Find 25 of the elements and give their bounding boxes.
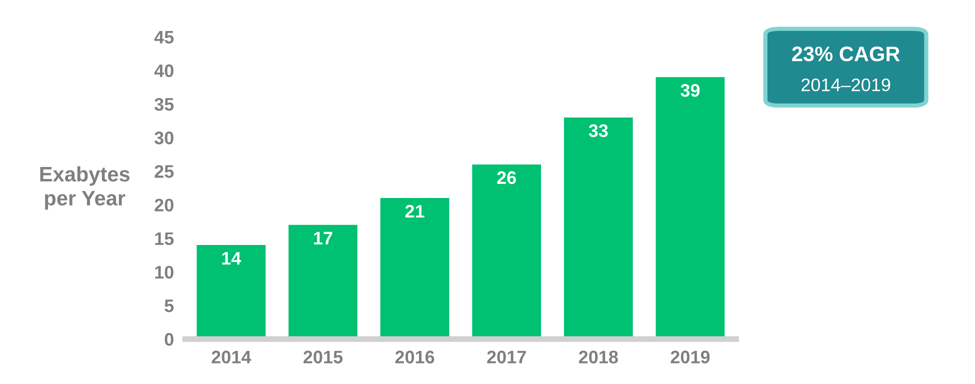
text: 23% CAGR: [792, 46, 900, 62]
y-axis-title: Exabytes per Year: [40, 166, 130, 210]
y-tick-label: 40: [154, 64, 174, 78]
data-label: 39: [680, 84, 700, 97]
data-label: 21: [405, 204, 424, 218]
data-label: 26: [497, 171, 516, 184]
y-tick-label: 30: [154, 132, 174, 144]
y-tick-label: 35: [154, 98, 174, 111]
y-tick-label: 0: [164, 333, 174, 346]
y-tick-label: 20: [154, 198, 174, 212]
y-tick-label: 45: [154, 30, 174, 44]
x-tick-label: 2015: [304, 350, 343, 364]
y-tick-label: 10: [155, 266, 174, 279]
x-tick-label: 2014: [212, 350, 252, 364]
x-tick-label: 2018: [578, 350, 618, 364]
data-label: 14: [222, 252, 242, 264]
x-tick-label: 2016: [395, 350, 434, 364]
y-tick-label: 25: [154, 165, 174, 178]
y-tick-label: 5: [164, 300, 174, 312]
y-tick-label: 15: [155, 232, 174, 246]
x-tick-label: 2019: [670, 350, 710, 364]
data-label: 33: [588, 124, 608, 138]
x-tick-label: 2017: [487, 350, 526, 364]
text: 2014–2019: [802, 78, 890, 92]
data-label: 17: [314, 232, 332, 244]
